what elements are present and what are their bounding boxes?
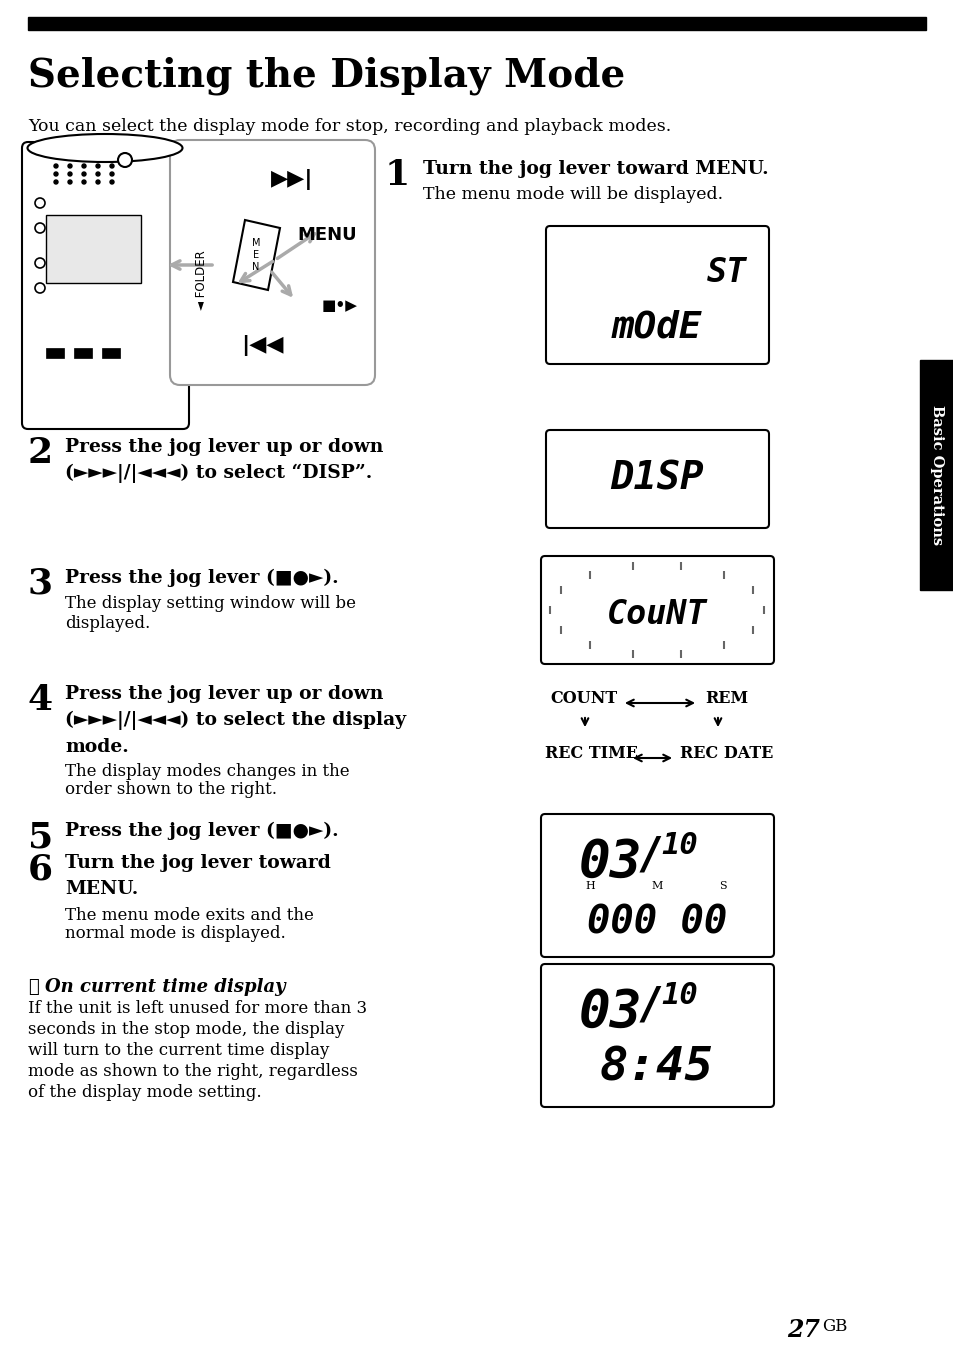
Text: CouNT: CouNT	[606, 599, 706, 632]
Text: will turn to the current time display: will turn to the current time display	[28, 1042, 329, 1059]
Text: /: /	[637, 985, 663, 1028]
Text: mode as shown to the right, regardless: mode as shown to the right, regardless	[28, 1063, 357, 1080]
Text: ▶▶|: ▶▶|	[271, 169, 313, 191]
Text: ST: ST	[706, 256, 746, 288]
Text: On current time display: On current time display	[45, 978, 285, 997]
Text: Turn the jog lever toward MENU.: Turn the jog lever toward MENU.	[422, 160, 768, 178]
Circle shape	[82, 172, 86, 176]
Text: You can select the display mode for stop, recording and playback modes.: You can select the display mode for stop…	[28, 118, 671, 134]
Circle shape	[82, 164, 86, 168]
Bar	[46, 215, 141, 282]
Text: (►►►|/|◄◄◄) to select “DISP”.: (►►►|/|◄◄◄) to select “DISP”.	[65, 464, 372, 483]
Text: seconds in the stop mode, the display: seconds in the stop mode, the display	[28, 1021, 344, 1038]
Text: normal mode is displayed.: normal mode is displayed.	[65, 925, 286, 941]
Text: The display setting window will be: The display setting window will be	[65, 594, 355, 612]
Circle shape	[110, 172, 113, 176]
Circle shape	[35, 198, 45, 208]
Text: Basic Operations: Basic Operations	[929, 405, 943, 545]
Text: D1SP: D1SP	[610, 460, 703, 498]
Circle shape	[96, 164, 100, 168]
Circle shape	[68, 172, 71, 176]
Circle shape	[110, 180, 113, 184]
Circle shape	[96, 172, 100, 176]
Text: 27: 27	[786, 1318, 820, 1342]
Text: 10: 10	[661, 982, 698, 1010]
Circle shape	[110, 164, 113, 168]
Text: /: /	[637, 834, 663, 877]
Text: 3: 3	[28, 568, 53, 601]
Text: |◀◀: |◀◀	[240, 335, 283, 355]
Text: 5: 5	[28, 820, 53, 854]
Text: Press the jog lever up or down: Press the jog lever up or down	[65, 438, 383, 456]
FancyBboxPatch shape	[170, 140, 375, 385]
Text: ☞: ☞	[28, 978, 39, 997]
Text: Selecting the Display Mode: Selecting the Display Mode	[28, 56, 624, 95]
Text: 03: 03	[578, 987, 641, 1038]
Circle shape	[35, 282, 45, 293]
Text: The menu mode will be displayed.: The menu mode will be displayed.	[422, 186, 722, 203]
Polygon shape	[233, 221, 280, 291]
Text: The display modes changes in the: The display modes changes in the	[65, 763, 349, 780]
Ellipse shape	[28, 134, 182, 161]
Text: displayed.: displayed.	[65, 615, 150, 632]
Text: Press the jog lever (■●►).: Press the jog lever (■●►).	[65, 822, 338, 841]
FancyBboxPatch shape	[540, 964, 773, 1107]
FancyBboxPatch shape	[540, 555, 773, 664]
Text: 000 00: 000 00	[586, 904, 726, 941]
FancyBboxPatch shape	[22, 143, 189, 429]
Text: 4: 4	[28, 683, 53, 717]
FancyBboxPatch shape	[540, 814, 773, 958]
Text: M: M	[651, 881, 662, 890]
Text: 10: 10	[661, 831, 698, 861]
Text: REC DATE: REC DATE	[679, 745, 773, 763]
Circle shape	[82, 180, 86, 184]
Text: Turn the jog lever toward: Turn the jog lever toward	[65, 854, 331, 872]
Text: 2: 2	[28, 436, 53, 469]
Circle shape	[118, 153, 132, 167]
Text: S: S	[719, 881, 726, 890]
Text: ◄ FOLDER: ◄ FOLDER	[195, 250, 209, 309]
Text: 8:45: 8:45	[599, 1045, 713, 1091]
Text: Press the jog lever (■●►).: Press the jog lever (■●►).	[65, 569, 338, 588]
Text: MENU: MENU	[297, 226, 356, 243]
Text: mOdE: mOdE	[611, 309, 701, 346]
Circle shape	[68, 164, 71, 168]
Text: ■•▶: ■•▶	[322, 297, 357, 312]
Circle shape	[68, 180, 71, 184]
Circle shape	[54, 164, 58, 168]
Text: The menu mode exits and the: The menu mode exits and the	[65, 907, 314, 924]
Text: If the unit is left unused for more than 3: If the unit is left unused for more than…	[28, 999, 367, 1017]
Text: GB: GB	[821, 1318, 846, 1336]
FancyBboxPatch shape	[545, 430, 768, 529]
Text: Press the jog lever up or down: Press the jog lever up or down	[65, 685, 383, 703]
FancyBboxPatch shape	[545, 226, 768, 364]
Text: MENU.: MENU.	[65, 880, 138, 898]
Text: 03: 03	[578, 837, 641, 889]
Text: (►►►|/|◄◄◄) to select the display: (►►►|/|◄◄◄) to select the display	[65, 712, 406, 730]
Text: order shown to the right.: order shown to the right.	[65, 781, 276, 798]
Bar	[102, 348, 120, 358]
Text: of the display mode setting.: of the display mode setting.	[28, 1084, 261, 1102]
Bar	[28, 17, 925, 30]
Text: M
E
N: M E N	[252, 238, 260, 272]
Circle shape	[35, 258, 45, 268]
Circle shape	[54, 172, 58, 176]
Text: REM: REM	[704, 690, 747, 707]
Text: REC TIME: REC TIME	[544, 745, 638, 763]
Bar	[74, 348, 91, 358]
Bar	[46, 348, 64, 358]
Circle shape	[35, 223, 45, 233]
Text: H: H	[584, 881, 595, 890]
Circle shape	[96, 180, 100, 184]
Text: 6: 6	[28, 851, 53, 886]
Text: 1: 1	[385, 157, 410, 192]
Circle shape	[54, 180, 58, 184]
Text: COUNT: COUNT	[550, 690, 617, 707]
Bar	[919, 360, 953, 590]
Text: mode.: mode.	[65, 738, 129, 756]
